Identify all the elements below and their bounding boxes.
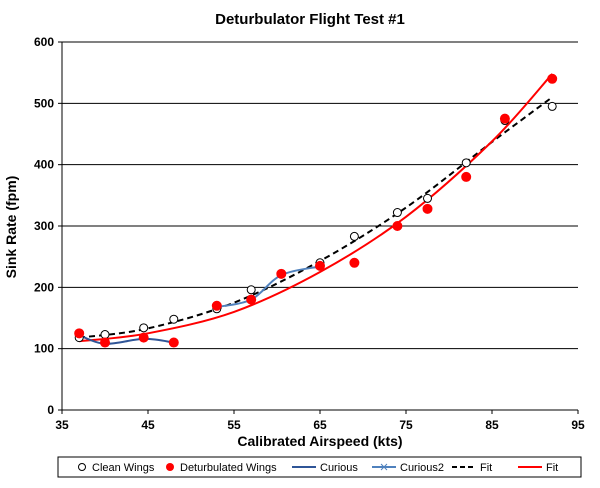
x-tick-label: 75 xyxy=(399,418,413,432)
x-axis-ticks: 35 45 55 65 75 85 95 xyxy=(55,410,585,432)
series-curious2-3 xyxy=(216,265,321,308)
series-line xyxy=(216,265,321,308)
data-point xyxy=(422,203,433,214)
data-point xyxy=(138,332,149,343)
y-tick-label: 500 xyxy=(34,96,54,110)
data-point xyxy=(547,73,558,84)
legend-label: Clean Wings xyxy=(92,462,155,474)
series-line xyxy=(78,334,174,345)
data-point xyxy=(392,221,403,231)
series-layer xyxy=(74,73,558,348)
series-fit-5 xyxy=(79,73,553,343)
x-tick-label: 55 xyxy=(227,418,241,432)
data-point xyxy=(349,257,360,268)
legend-entry-curious-2: Curious xyxy=(292,462,358,474)
gridlines xyxy=(62,41,578,350)
legend-label: Curious xyxy=(320,462,358,474)
x-axis-label: Calibrated Airspeed (kts) xyxy=(237,433,402,449)
data-point xyxy=(74,328,85,339)
x-tick-label: 35 xyxy=(55,418,69,432)
data-point xyxy=(169,314,179,324)
series-curious-2 xyxy=(78,334,174,345)
x-tick-label: 85 xyxy=(485,418,499,432)
legend-label: Curious2 xyxy=(400,462,444,474)
x-tick-label: 95 xyxy=(571,418,585,432)
fit-curve xyxy=(79,73,553,343)
legend-entry-fit-4: Fit xyxy=(452,462,492,474)
legend-entry-fit-5: Fit xyxy=(518,462,558,474)
legend-marker xyxy=(78,463,86,471)
data-point xyxy=(461,158,471,168)
legend: Clean Wings Deturbulated Wings Curious Curi… xyxy=(57,456,582,478)
data-point xyxy=(349,231,359,241)
legend-x-marker xyxy=(380,463,388,471)
data-point xyxy=(168,337,179,348)
y-tick-label: 200 xyxy=(34,280,54,294)
legend-entry-clean-wings-0: Clean Wings xyxy=(78,462,155,474)
series-clean-wings-0 xyxy=(74,101,557,343)
legend-frame xyxy=(57,456,582,478)
legend-label: Deturbulated Wings xyxy=(180,462,277,474)
x-tick-label: 45 xyxy=(141,418,155,432)
series-fit-4 xyxy=(79,96,553,339)
legend-entry-curious2-3: Curious2 xyxy=(372,462,444,474)
y-tick-label: 400 xyxy=(34,158,54,172)
data-point xyxy=(246,294,257,305)
data-point xyxy=(139,323,149,333)
legend-marker xyxy=(166,463,174,471)
data-point xyxy=(499,113,510,124)
data-point xyxy=(423,193,432,203)
data-point xyxy=(246,285,256,295)
legend-label: Fit xyxy=(480,462,492,474)
data-point xyxy=(315,260,325,271)
legend-label: Fit xyxy=(546,462,558,474)
data-point xyxy=(276,268,287,279)
data-point xyxy=(100,337,110,348)
data-point xyxy=(461,171,472,182)
data-point xyxy=(211,300,222,311)
y-tick-label: 100 xyxy=(34,342,54,356)
chart-title: Deturbulator Flight Test #1 xyxy=(215,11,405,28)
y-tick-label: 0 xyxy=(47,403,54,417)
data-point xyxy=(392,208,402,218)
y-axis-ticks: 0 100 200 300 400 500 600 xyxy=(34,35,62,417)
y-tick-label: 600 xyxy=(34,35,54,49)
y-tick-label: 300 xyxy=(34,219,54,233)
legend-entry-deturbulated-wings-1: Deturbulated Wings xyxy=(166,462,277,474)
fit-curve xyxy=(79,96,553,339)
data-point xyxy=(547,101,557,111)
series-deturbulated-wings-1 xyxy=(74,73,558,348)
x-tick-label: 65 xyxy=(313,418,327,432)
y-axis-label: Sink Rate (fpm) xyxy=(3,176,19,279)
data-point xyxy=(100,330,110,340)
